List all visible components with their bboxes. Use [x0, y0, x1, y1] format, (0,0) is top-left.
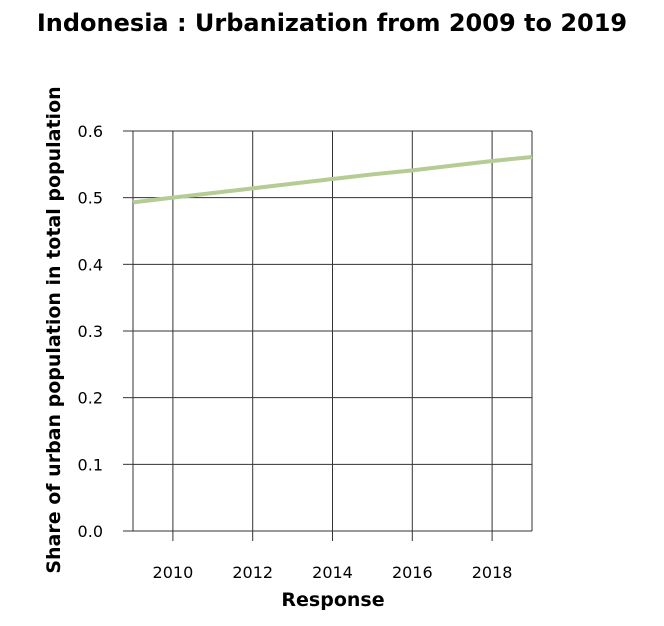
grid: [132, 130, 533, 532]
x-tick-label: 2010: [153, 563, 194, 582]
y-tick-label: 0.5: [78, 189, 103, 208]
series-layer: [132, 155, 533, 205]
x-tick-label: 2018: [472, 563, 513, 582]
series-line: [132, 155, 533, 205]
y-tick-label: 0.1: [78, 455, 103, 474]
y-tick-label: 0.3: [78, 322, 103, 341]
x-tick-label: 2014: [312, 563, 353, 582]
y-axis-label: Share of urban population in total popul…: [43, 86, 65, 573]
y-tick-label: 0.0: [78, 522, 103, 541]
x-axis-label: Response: [281, 589, 384, 611]
axis-ticks: 0.0 0.1 0.2 0.3 0.4 0.5 0.6 2010 2012 2014 2016 201…: [78, 122, 513, 582]
x-tick-label: 2012: [232, 563, 273, 582]
y-tick-label: 0.4: [78, 255, 103, 274]
y-tick-label: 0.6: [78, 122, 103, 141]
y-tick-label: 0.2: [78, 389, 103, 408]
x-tick-label: 2016: [392, 563, 433, 582]
chart-title: Indonesia : Urbanization from 2009 to 20…: [37, 9, 627, 37]
